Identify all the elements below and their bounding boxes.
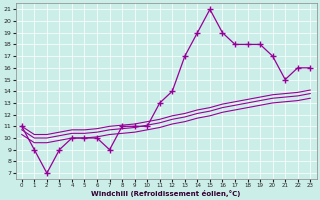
- X-axis label: Windchill (Refroidissement éolien,°C): Windchill (Refroidissement éolien,°C): [91, 190, 241, 197]
